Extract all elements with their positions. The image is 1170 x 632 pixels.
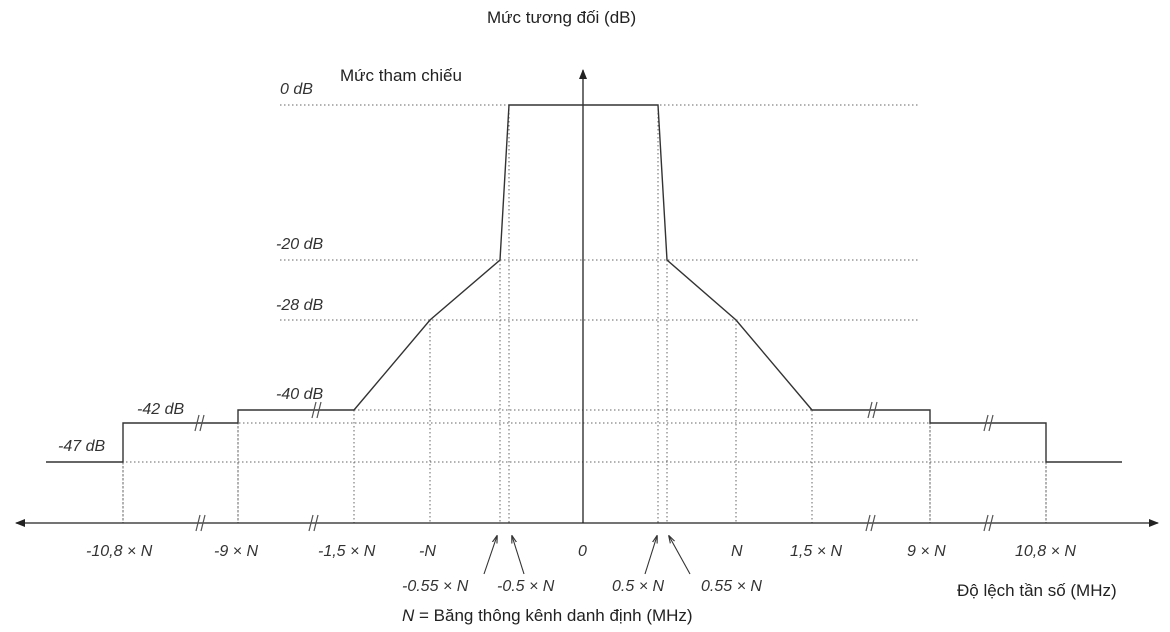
axis-break-inner-right-stroke-a	[865, 514, 871, 532]
tick-label-minus1.5n: -1,5 × N	[318, 543, 376, 560]
tick-label-minus0.55n: -0.55 × N	[402, 578, 469, 595]
tick-label-10.8n: 10,8 × N	[1015, 543, 1076, 560]
mask-break-minus42-right-stroke-b	[988, 414, 994, 432]
axis-break-inner-right	[865, 514, 876, 532]
mask-break-minus40-left-stroke-b	[316, 401, 322, 419]
footnote-variable: N	[402, 606, 415, 625]
mask-break-minus42-right	[983, 414, 994, 432]
level-label-0db: 0 dB	[280, 81, 313, 98]
mask-break-minus42-left-stroke-a	[194, 414, 200, 432]
pointer-minus0.55n	[483, 536, 497, 575]
y-axis-title: Mức tương đối (dB)	[487, 8, 637, 27]
pointer-minus0.5n	[512, 536, 525, 575]
tick-label-minus9n: -9 × N	[214, 543, 259, 560]
tick-label-n: N	[731, 543, 743, 560]
emission-mask	[46, 104, 1122, 463]
tick-label-minus0.5n: -0.5 × N	[497, 578, 555, 595]
axis-breaks	[194, 401, 994, 532]
footnote-text: = Băng thông kênh danh định (MHz)	[414, 606, 693, 625]
tick-label-minus10.8n: -10,8 × N	[86, 543, 153, 560]
pointer-0.55n	[669, 536, 691, 575]
axis-break-right	[983, 514, 994, 532]
level-label-minus42db: -42 dB	[137, 401, 185, 418]
axis-break-right-stroke-b	[988, 514, 994, 532]
axis-break-inner-left-stroke-a	[308, 514, 314, 532]
footnote: N = Băng thông kênh danh định (MHz)	[402, 606, 693, 626]
mask-break-minus42-left-stroke-b	[199, 414, 205, 432]
mask-line	[46, 104, 1122, 463]
axis-break-inner-left-stroke-b	[313, 514, 319, 532]
tick-label-1.5n: 1,5 × N	[790, 543, 843, 560]
tick-label-0.55n: 0.55 × N	[701, 578, 762, 595]
mask-break-minus40-right-stroke-b	[872, 401, 878, 419]
level-label-minus20db: -20 dB	[276, 236, 324, 253]
dotted-guides	[46, 104, 1122, 523]
axis-break-inner-left	[308, 514, 319, 532]
reference-level-label: Mức tham chiếu	[340, 66, 462, 85]
mask-break-minus40-left	[311, 401, 322, 419]
mask-break-minus40-left-stroke-a	[311, 401, 317, 419]
tick-label-minus-n: -N	[419, 543, 436, 560]
tick-label-9n: 9 × N	[907, 543, 946, 560]
level-label-minus28db: -28 dB	[276, 297, 324, 314]
level-label-minus40db: -40 dB	[276, 386, 324, 403]
tick-pointers	[483, 536, 691, 575]
axis-break-left	[195, 514, 206, 532]
x-axis-title: Độ lệch tần số (MHz)	[957, 581, 1117, 600]
tick-label-0.5n: 0.5 × N	[612, 578, 665, 595]
axis-break-inner-right-stroke-b	[870, 514, 876, 532]
mask-break-minus42-left	[194, 414, 205, 432]
axes	[15, 69, 1159, 527]
level-label-minus47db: -47 dB	[58, 438, 106, 455]
mask-break-minus40-right	[867, 401, 878, 419]
pointer-0.5n	[644, 536, 657, 575]
axis-break-right-stroke-a	[983, 514, 989, 532]
axis-break-left-stroke-a	[195, 514, 201, 532]
tick-label-zero: 0	[578, 543, 587, 560]
axis-break-left-stroke-b	[200, 514, 206, 532]
mask-break-minus40-right-stroke-a	[867, 401, 873, 419]
mask-break-minus42-right-stroke-a	[983, 414, 989, 432]
